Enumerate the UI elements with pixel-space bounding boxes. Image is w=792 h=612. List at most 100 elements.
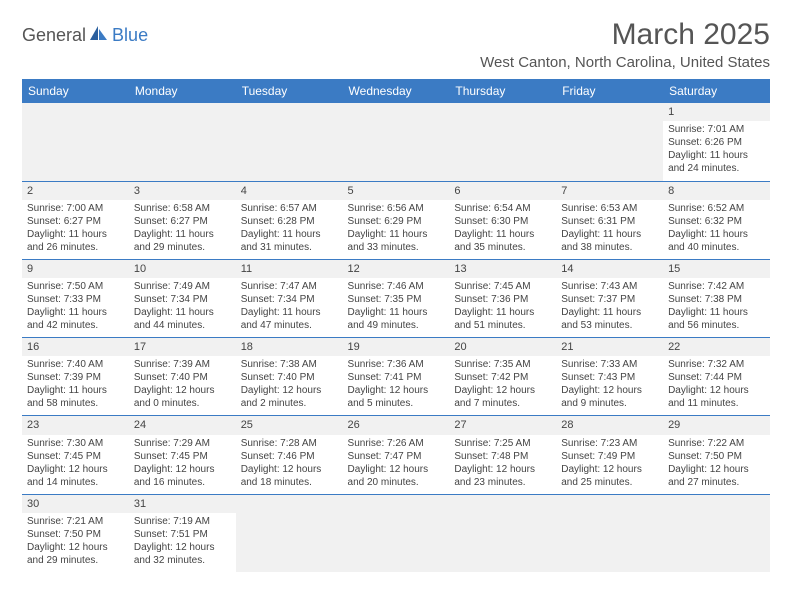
day-number: 13 — [449, 260, 556, 278]
day-number: 18 — [236, 338, 343, 356]
calendar-cell: 10 Sunrise: 7:49 AMSunset: 7:34 PMDayligh… — [129, 259, 236, 337]
sunset-text: Sunset: 7:34 PM — [134, 293, 231, 306]
daylight-text: Daylight: 12 hours — [241, 463, 338, 476]
day-number: 19 — [343, 338, 450, 356]
day-number: 16 — [22, 338, 129, 356]
daylight-text: Daylight: 11 hours — [134, 228, 231, 241]
daylight-text: and 23 minutes. — [454, 476, 551, 489]
day-number: 8 — [663, 182, 770, 200]
sunrise-text: Sunrise: 7:26 AM — [348, 437, 445, 450]
calendar-row: 23Sunrise: 7:30 AMSunset: 7:45 PMDayligh… — [22, 416, 770, 494]
daylight-text: and 38 minutes. — [561, 241, 658, 254]
calendar-cell: 7Sunrise: 6:53 AMSunset: 6:31 PMDaylight… — [556, 181, 663, 259]
daylight-text: Daylight: 11 hours — [348, 306, 445, 319]
sunset-text: Sunset: 7:48 PM — [454, 450, 551, 463]
calendar-cell: 22Sunrise: 7:32 AMSunset: 7:44 PMDayligh… — [663, 338, 770, 416]
calendar-cell: 1Sunrise: 7:01 AMSunset: 6:26 PMDaylight… — [663, 103, 770, 181]
logo: General Blue — [22, 18, 148, 47]
daylight-text: and 51 minutes. — [454, 319, 551, 332]
day-number: 31 — [129, 495, 236, 513]
calendar-cell — [556, 103, 663, 181]
calendar-cell: 23Sunrise: 7:30 AMSunset: 7:45 PMDayligh… — [22, 416, 129, 494]
sunset-text: Sunset: 6:29 PM — [348, 215, 445, 228]
day-number: 17 — [129, 338, 236, 356]
daylight-text: Daylight: 12 hours — [668, 384, 765, 397]
daylight-text: Daylight: 11 hours — [561, 228, 658, 241]
daylight-text: Daylight: 11 hours — [668, 228, 765, 241]
calendar-cell: 9Sunrise: 7:50 AMSunset: 7:33 PMDaylight… — [22, 259, 129, 337]
sunset-text: Sunset: 6:27 PM — [27, 215, 124, 228]
day-header: Tuesday — [236, 79, 343, 103]
calendar-cell: 15Sunrise: 7:42 AMSunset: 7:38 PMDayligh… — [663, 259, 770, 337]
calendar-cell: 26Sunrise: 7:26 AMSunset: 7:47 PMDayligh… — [343, 416, 450, 494]
calendar-cell — [449, 103, 556, 181]
sunrise-text: Sunrise: 6:53 AM — [561, 202, 658, 215]
calendar-header-row: Sunday Monday Tuesday Wednesday Thursday… — [22, 79, 770, 103]
daylight-text: and 20 minutes. — [348, 476, 445, 489]
daylight-text: Daylight: 11 hours — [134, 306, 231, 319]
daylight-text: and 49 minutes. — [348, 319, 445, 332]
sunset-text: Sunset: 7:40 PM — [241, 371, 338, 384]
sunset-text: Sunset: 7:36 PM — [454, 293, 551, 306]
daylight-text: and 18 minutes. — [241, 476, 338, 489]
daylight-text: Daylight: 12 hours — [348, 463, 445, 476]
day-number: 2 — [22, 182, 129, 200]
daylight-text: Daylight: 11 hours — [27, 228, 124, 241]
sunset-text: Sunset: 7:47 PM — [348, 450, 445, 463]
calendar-cell — [343, 103, 450, 181]
daylight-text: Daylight: 11 hours — [27, 306, 124, 319]
calendar-cell — [663, 494, 770, 572]
sunrise-text: Sunrise: 6:52 AM — [668, 202, 765, 215]
day-header: Sunday — [22, 79, 129, 103]
sunrise-text: Sunrise: 7:39 AM — [134, 358, 231, 371]
day-number: 12 — [343, 260, 450, 278]
calendar-cell: 19Sunrise: 7:36 AMSunset: 7:41 PMDayligh… — [343, 338, 450, 416]
day-number: 3 — [129, 182, 236, 200]
daylight-text: and 42 minutes. — [27, 319, 124, 332]
daylight-text: and 7 minutes. — [454, 397, 551, 410]
calendar-row: 1Sunrise: 7:01 AMSunset: 6:26 PMDaylight… — [22, 103, 770, 181]
sunset-text: Sunset: 7:38 PM — [668, 293, 765, 306]
sunset-text: Sunset: 7:40 PM — [134, 371, 231, 384]
daylight-text: and 14 minutes. — [27, 476, 124, 489]
sunrise-text: Sunrise: 7:40 AM — [27, 358, 124, 371]
daylight-text: and 24 minutes. — [668, 162, 765, 175]
daylight-text: Daylight: 12 hours — [134, 384, 231, 397]
calendar-cell — [22, 103, 129, 181]
daylight-text: and 9 minutes. — [561, 397, 658, 410]
calendar-cell: 29Sunrise: 7:22 AMSunset: 7:50 PMDayligh… — [663, 416, 770, 494]
daylight-text: and 35 minutes. — [454, 241, 551, 254]
sunrise-text: Sunrise: 7:33 AM — [561, 358, 658, 371]
calendar-cell — [129, 103, 236, 181]
sunrise-text: Sunrise: 6:57 AM — [241, 202, 338, 215]
calendar-body: 1Sunrise: 7:01 AMSunset: 6:26 PMDaylight… — [22, 103, 770, 572]
calendar-cell: 11Sunrise: 7:47 AMSunset: 7:34 PMDayligh… — [236, 259, 343, 337]
sunrise-text: Sunrise: 7:42 AM — [668, 280, 765, 293]
sunrise-text: Sunrise: 7:35 AM — [454, 358, 551, 371]
sunrise-text: Sunrise: 7:23 AM — [561, 437, 658, 450]
sunrise-text: Sunrise: 6:58 AM — [134, 202, 231, 215]
sunset-text: Sunset: 7:49 PM — [561, 450, 658, 463]
logo-text-blue: Blue — [112, 25, 148, 46]
daylight-text: Daylight: 11 hours — [561, 306, 658, 319]
daylight-text: Daylight: 12 hours — [454, 463, 551, 476]
daylight-text: and 11 minutes. — [668, 397, 765, 410]
daylight-text: and 29 minutes. — [27, 554, 124, 567]
daylight-text: Daylight: 11 hours — [454, 228, 551, 241]
sunrise-text: Sunrise: 7:19 AM — [134, 515, 231, 528]
daylight-text: Daylight: 12 hours — [134, 541, 231, 554]
day-number: 7 — [556, 182, 663, 200]
daylight-text: and 56 minutes. — [668, 319, 765, 332]
daylight-text: Daylight: 12 hours — [454, 384, 551, 397]
daylight-text: Daylight: 11 hours — [348, 228, 445, 241]
daylight-text: and 44 minutes. — [134, 319, 231, 332]
calendar-cell: 31Sunrise: 7:19 AMSunset: 7:51 PMDayligh… — [129, 494, 236, 572]
sunrise-text: Sunrise: 7:49 AM — [134, 280, 231, 293]
day-number: 10 — [129, 260, 236, 278]
daylight-text: Daylight: 12 hours — [27, 463, 124, 476]
day-number: 30 — [22, 495, 129, 513]
sunrise-text: Sunrise: 7:00 AM — [27, 202, 124, 215]
day-header: Friday — [556, 79, 663, 103]
daylight-text: and 25 minutes. — [561, 476, 658, 489]
sunrise-text: Sunrise: 7:25 AM — [454, 437, 551, 450]
